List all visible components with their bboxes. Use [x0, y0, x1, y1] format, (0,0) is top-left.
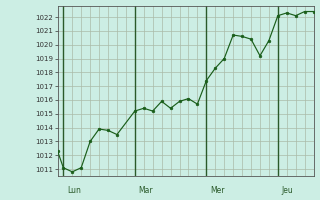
Text: Mer: Mer — [210, 186, 224, 195]
Text: Lun: Lun — [67, 186, 81, 195]
Text: Mar: Mar — [139, 186, 153, 195]
Text: Jeu: Jeu — [281, 186, 293, 195]
